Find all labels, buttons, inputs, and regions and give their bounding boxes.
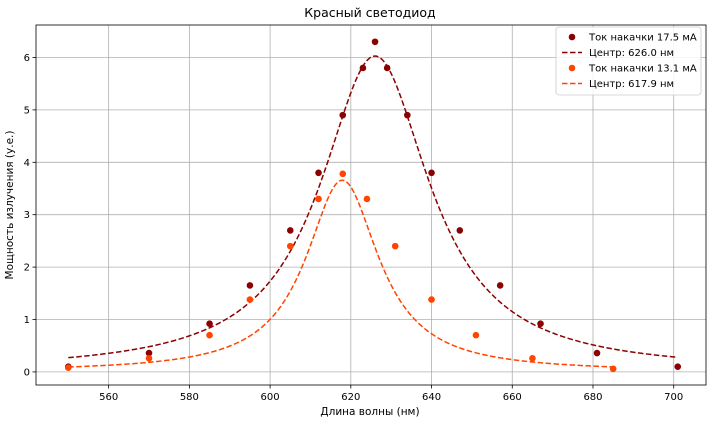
- data-point-series-0: [246, 282, 254, 289]
- data-point-series-0: [404, 111, 411, 119]
- fit-curves: [68, 55, 678, 368]
- data-point-series-2: [246, 296, 254, 303]
- y-tick-label: 5: [24, 105, 30, 116]
- data-point-series-0: [286, 227, 294, 234]
- y-tick-label: 4: [24, 158, 30, 169]
- legend-point-marker: [568, 64, 576, 72]
- legend-entry: Центр: 617.9 нм: [589, 79, 674, 90]
- y-tick-label: 0: [24, 367, 30, 378]
- fit-curve-series-3: [68, 179, 614, 368]
- data-point-series-2: [391, 242, 399, 250]
- data-point-series-2: [206, 331, 213, 339]
- data-point-series-2: [363, 195, 371, 203]
- data-point-series-2: [428, 296, 435, 303]
- data-point-series-0: [593, 349, 601, 357]
- data-point-series-0: [537, 320, 544, 327]
- data-point-series-0: [496, 282, 504, 289]
- legend: Ток накачки 17.5 мА Центр: 626.0 нм Ток на…: [555, 26, 702, 96]
- data-point-series-2: [286, 242, 294, 250]
- data-point-series-2: [609, 365, 617, 373]
- y-tick-label: 1: [24, 315, 30, 326]
- x-tick-label: 580: [180, 392, 199, 403]
- legend-entry: Центр: 626.0 нм: [589, 48, 674, 59]
- data-point-series-0: [456, 227, 464, 234]
- data-point-series-0: [371, 38, 379, 46]
- legend-point-marker: [568, 33, 576, 41]
- data-points: [64, 38, 682, 373]
- data-point-series-0: [359, 64, 367, 72]
- data-point-series-2: [315, 195, 322, 203]
- data-point-series-2: [472, 331, 480, 339]
- data-point-series-0: [145, 349, 153, 357]
- x-tick-label: 660: [503, 392, 522, 403]
- x-tick-label: 700: [664, 392, 683, 403]
- legend-entry: Ток накачки 17.5 мА: [588, 33, 697, 44]
- x-tick-label: 560: [99, 392, 118, 403]
- x-axis-label: Длина волны (нм): [320, 406, 419, 418]
- data-point-series-0: [428, 169, 435, 177]
- chart-title: Красный светодиод: [304, 5, 435, 20]
- y-tick-label: 2: [24, 263, 30, 274]
- data-point-series-0: [383, 64, 391, 72]
- x-tick-label: 620: [341, 392, 360, 403]
- data-point-series-0: [674, 363, 682, 370]
- x-tick-label: 640: [422, 392, 441, 403]
- data-point-series-2: [145, 354, 153, 362]
- data-point-series-2: [339, 170, 347, 178]
- y-axis-ticks: 0 1 2 3 4 5 6: [24, 53, 36, 378]
- x-axis-ticks: 560 580 600 620 640 660 680 700: [99, 385, 683, 403]
- data-point-series-2: [64, 364, 72, 372]
- plot-frame: [35, 24, 707, 386]
- legend-entry: Ток накачки 13.1 мА: [588, 64, 697, 75]
- legend-box: [555, 26, 702, 96]
- y-axis-label: Мощность излучения (у.е.): [4, 131, 16, 280]
- data-point-series-0: [339, 111, 347, 119]
- data-point-series-0: [206, 320, 213, 327]
- fit-curve-series-1: [68, 55, 678, 359]
- y-tick-label: 6: [24, 53, 30, 64]
- x-tick-label: 680: [583, 392, 602, 403]
- y-tick-label: 3: [24, 210, 30, 221]
- data-point-series-0: [315, 169, 322, 177]
- x-tick-label: 600: [261, 392, 280, 403]
- data-point-series-2: [529, 354, 536, 362]
